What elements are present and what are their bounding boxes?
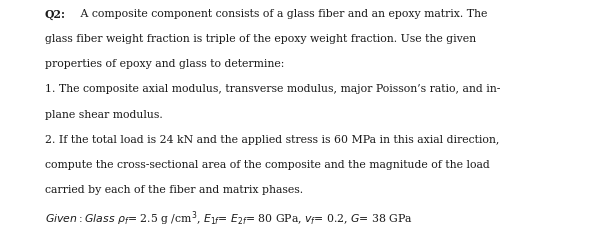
Text: compute the cross-sectional area of the composite and the magnitude of the load: compute the cross-sectional area of the … xyxy=(45,160,490,170)
Text: 1. The composite axial modulus, transverse modulus, major Poisson’s ratio, and i: 1. The composite axial modulus, transver… xyxy=(45,84,500,95)
Text: glass fiber weight fraction is triple of the epoxy weight fraction. Use the give: glass fiber weight fraction is triple of… xyxy=(45,34,476,44)
Text: 2. If the total load is 24 kN and the applied stress is 60 MPa in this axial dir: 2. If the total load is 24 kN and the ap… xyxy=(45,135,499,145)
Text: properties of epoxy and glass to determine:: properties of epoxy and glass to determi… xyxy=(45,59,284,69)
Text: Q2:: Q2: xyxy=(45,9,66,20)
Text: $\it{Given: Glass\ }\rho_f$= 2.5 g /cm$^3$, $E_{1f}$= $E_{2f}$= 80 GPa, $v_f$= 0: $\it{Given: Glass\ }\rho_f$= 2.5 g /cm$^… xyxy=(45,210,413,228)
Text: A composite component consists of a glass fiber and an epoxy matrix. The: A composite component consists of a glas… xyxy=(77,9,487,19)
Text: carried by each of the fiber and matrix phases.: carried by each of the fiber and matrix … xyxy=(45,185,303,195)
Text: plane shear modulus.: plane shear modulus. xyxy=(45,110,163,120)
